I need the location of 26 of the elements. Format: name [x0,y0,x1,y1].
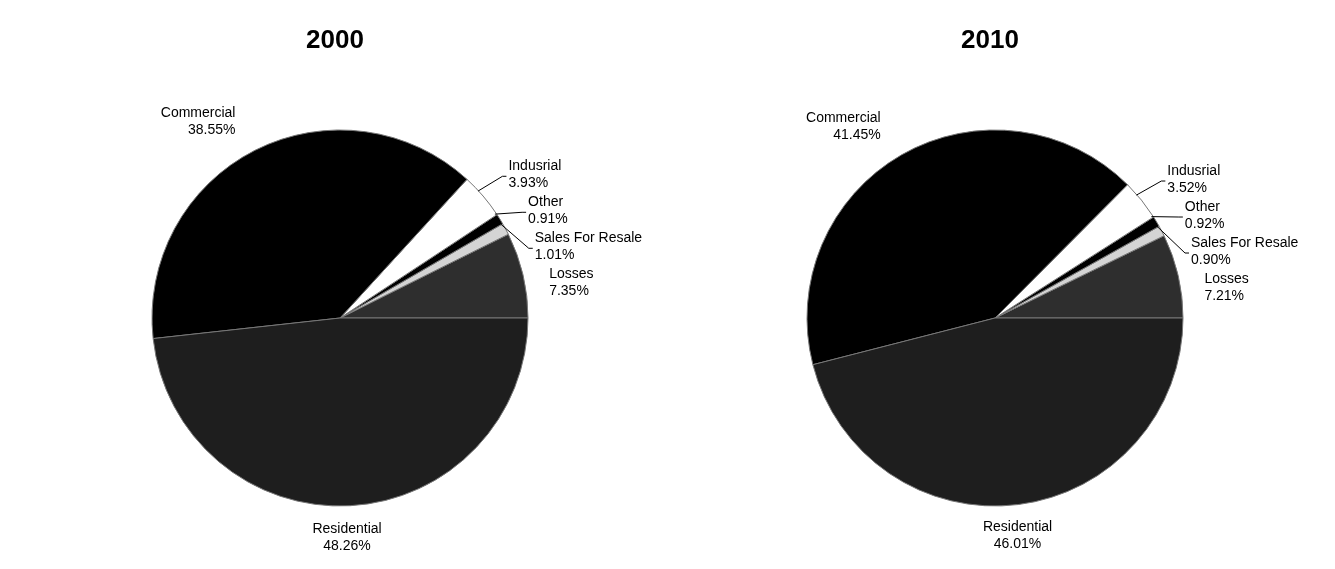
slice-label: Other [528,193,564,210]
data-label: 0.92% [1184,215,1225,232]
data-label: 3.52% [1167,179,1208,196]
data-label: 46.01% [993,535,1042,552]
slice-label: Other [1184,198,1221,215]
slice-label: Losses [549,265,594,282]
data-label: 3.93% [508,174,549,191]
data-label: 7.21% [1204,287,1245,304]
chart-title: 2010 [961,24,1019,54]
data-label: 38.55% [187,120,236,137]
slice-label: Indusrial [508,157,562,174]
slice-label: Residential [982,518,1053,535]
slice-label: Indusrial [1167,162,1221,179]
data-label: 0.90% [1191,251,1231,268]
data-label: 0.91% [528,210,568,227]
slice-label: Commercial [806,109,881,126]
slice-label: Residential [312,519,382,536]
data-label: 7.35% [549,282,589,299]
slice-label: Losses [1204,270,1249,287]
data-label: 1.01% [534,246,575,263]
slice-label: Sales For Resale [1191,234,1299,251]
slice-label: Sales For Resale [534,229,643,246]
data-label: 48.26% [323,536,371,553]
data-label: 41.45% [833,126,881,143]
slice-label: Commercial [160,103,236,120]
chart-title: 2000 [306,24,364,54]
